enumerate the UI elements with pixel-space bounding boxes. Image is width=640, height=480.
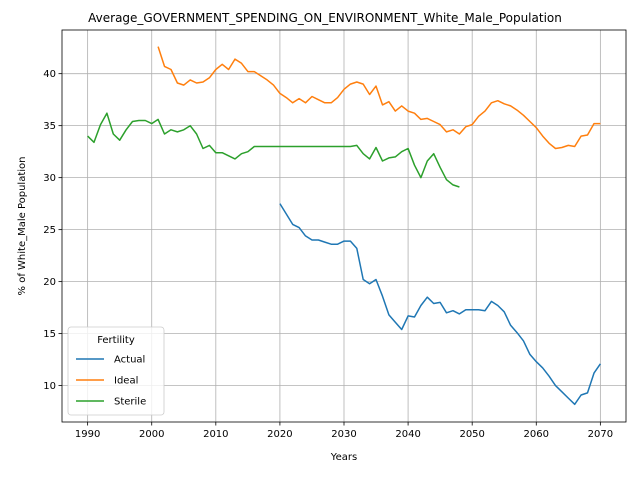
y-tick-label: 15 [43,329,56,340]
chart-title: Average_GOVERNMENT_SPENDING_ON_ENVIRONME… [88,11,562,25]
legend-box [67,326,165,416]
x-tick-label: 2020 [267,429,292,440]
x-tick-label: 2060 [524,429,549,440]
series-line-sterile [87,112,460,188]
y-tick-label: 25 [43,225,56,236]
y-tick-label: 20 [43,277,56,288]
grid-lines [62,30,626,422]
series-layer [87,46,602,406]
x-axis: 1990 2000 2010 2020 2030 2040 2050 2060 2070 [75,422,613,440]
y-tick-label: 10 [43,381,56,392]
legend-title: Fertility [97,335,135,346]
y-tick-label: 40 [43,69,56,80]
x-tick-label: 1990 [75,429,100,440]
y-tick-label: 35 [43,121,56,132]
x-tick-label: 2050 [459,429,484,440]
legend-label-sterile: Sterile [114,397,146,408]
series-line-ideal [157,46,601,150]
x-tick-label: 2010 [203,429,228,440]
y-tick-label: 30 [43,173,56,184]
x-axis-label: Years [330,452,357,463]
legend: Fertility Actual Ideal Sterile [67,326,165,416]
x-tick-label: 2040 [395,429,420,440]
legend-label-ideal: Ideal [114,376,138,387]
x-tick-label: 2000 [139,429,164,440]
y-axis: 10 15 20 25 30 35 40 [43,69,62,392]
x-tick-label: 2030 [331,429,356,440]
legend-label-actual: Actual [114,355,145,366]
y-axis-label: % of White_Male Population [17,157,28,296]
series-line-actual [279,203,602,406]
x-tick-label: 2070 [588,429,613,440]
